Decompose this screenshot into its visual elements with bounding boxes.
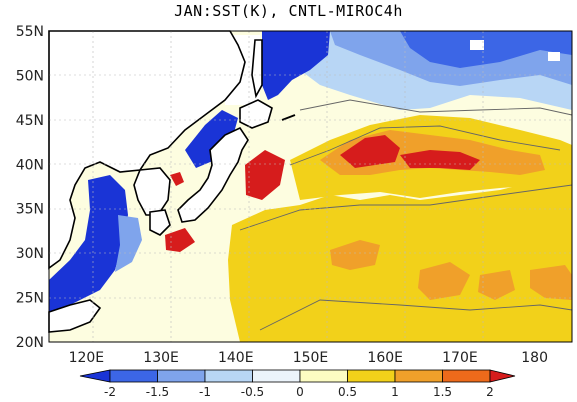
coastlines — [48, 30, 273, 333]
sakhalin — [251, 39, 263, 99]
warm-1p5-patch — [418, 262, 470, 300]
hokkaido — [239, 99, 273, 129]
colorbar-label: -1.5 — [146, 385, 169, 399]
lon-tick-label: 180 — [521, 350, 548, 366]
hot-core — [340, 135, 400, 168]
colorbar-labels: -2 -1.5 -1 -0.5 0 0.5 1 1.5 2 — [104, 385, 494, 399]
warm-1p5-patch — [478, 270, 515, 300]
warm-region-1 — [228, 175, 572, 342]
lon-tick-label: 160E — [367, 350, 403, 366]
colorbar-label: -2 — [104, 385, 116, 399]
lon-tick-label: 120E — [69, 350, 105, 366]
missing-patch — [548, 52, 560, 61]
colorbar — [79, 369, 516, 383]
lat-tick-label: 45N — [16, 113, 44, 129]
colorbar-swatch — [109, 369, 158, 383]
warm-1p5-patch — [530, 265, 572, 300]
taiwan-region — [48, 299, 102, 333]
cold-band-dark — [400, 31, 572, 68]
map-frame — [48, 30, 573, 343]
lon-tick-label: 170E — [442, 350, 478, 366]
contour-line — [259, 299, 573, 331]
colorbar-label: -1 — [199, 385, 211, 399]
east-china-sea-cold — [49, 175, 128, 312]
colorbar-label: 1 — [391, 385, 399, 399]
lon-tick-label: 130E — [143, 350, 179, 366]
lon-tick-label: 140E — [218, 350, 254, 366]
colorbar-swatch — [299, 369, 348, 383]
lat-tick-label: 40N — [16, 157, 44, 173]
dash-mark — [281, 114, 296, 121]
colorbar-label: 0 — [296, 385, 304, 399]
colorbar-swatch — [347, 369, 396, 383]
japan-sea-cold — [185, 110, 238, 168]
lat-tick-label: 20N — [16, 335, 44, 351]
colorbar-swatch — [157, 369, 206, 383]
colorbar-swatch — [394, 369, 443, 383]
okhotsk-cold — [262, 31, 330, 100]
colorbar-swatch — [252, 369, 301, 383]
colorbar-end-high — [489, 369, 516, 383]
contour-line — [299, 99, 573, 116]
colorbar-label: 1.5 — [433, 385, 452, 399]
honshu — [177, 126, 249, 223]
gridlines — [49, 31, 572, 342]
lat-tick-label: 35N — [16, 202, 44, 218]
colorbar-swatch — [204, 369, 253, 383]
contour-lines — [239, 99, 573, 331]
lat-tick-label: 55N — [16, 24, 44, 40]
lat-tick-label: 50N — [16, 68, 44, 84]
lon-axis: 120E 130E 140E 150E 160E 170E 180 — [69, 350, 548, 366]
lat-tick-label: 25N — [16, 291, 44, 307]
contour-line — [289, 125, 561, 166]
colorbar-label: 2 — [486, 385, 494, 399]
hot-core — [400, 150, 480, 170]
colorbar-label: -0.5 — [241, 385, 264, 399]
warm-1p5-patch — [330, 240, 380, 270]
east-china-sea-mid — [115, 215, 142, 272]
colorbar-end-low — [79, 369, 111, 383]
lat-tick-label: 30N — [16, 246, 44, 262]
missing-patch — [470, 40, 484, 50]
map-title: JAN:SST(K), CNTL-MIROC4h — [174, 2, 403, 20]
lon-tick-label: 150E — [293, 350, 329, 366]
hot-patch — [170, 172, 184, 186]
kyushu — [149, 209, 171, 236]
colorbar-label: 0.5 — [338, 385, 357, 399]
contour-line — [239, 184, 573, 231]
colorbar-swatch — [442, 369, 491, 383]
lat-axis: 20N 25N 30N 35N 40N 45N 50N 55N — [16, 24, 44, 351]
kuroshio-hot — [245, 150, 285, 200]
hot-patch — [165, 228, 195, 252]
